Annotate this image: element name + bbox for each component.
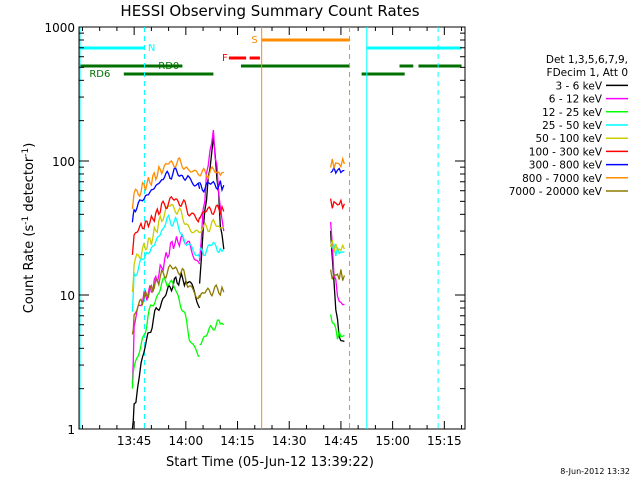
series-8 [131, 263, 346, 335]
series-7 [131, 156, 346, 209]
x-tick-label: 15:15 [427, 434, 462, 448]
series-line-6-1 [199, 180, 225, 194]
series-line-5-0 [131, 195, 201, 255]
series-6 [131, 165, 345, 223]
series-line-2-1 [199, 319, 225, 346]
series-line-2-2 [329, 314, 345, 340]
flag-label-n: N [148, 43, 155, 54]
y-axis-label-sup2: -1 [21, 148, 31, 157]
flags-layer: N S F RD0 RD6 [80, 35, 462, 80]
y-axis-label-part1: Count Rate (s [22, 225, 37, 314]
legend-label: 7000 - 20000 keV [509, 186, 603, 198]
x-axis-ticks: 13:45 14:00 14:15 14:30 14:45 15:00 15:15 [81, 27, 463, 448]
series-line-8-0 [131, 263, 201, 335]
y-tick-label: 100 [52, 155, 75, 169]
legend-label: 800 - 7000 keV [522, 173, 603, 185]
x-tick-label: 13:45 [117, 434, 152, 448]
legend-label: 300 - 800 keV [529, 160, 603, 172]
plot-border [78, 26, 466, 430]
flag-s: S [251, 35, 350, 46]
series-layer [131, 129, 346, 430]
legend-label: 3 - 6 keV [555, 80, 602, 92]
x-tick-label: 14:45 [324, 434, 359, 448]
series-line-7-2 [329, 156, 346, 171]
legend-label: 50 - 100 keV [535, 133, 602, 145]
series-line-6-0 [131, 166, 201, 223]
x-tick-label: 15:00 [375, 434, 410, 448]
series-line-4-0 [131, 204, 201, 293]
flag-label-s: S [251, 35, 257, 46]
series-line-6-2 [330, 165, 345, 175]
x-axis-label: Start Time (05-Jun-12 13:39:22) [166, 455, 374, 470]
flag-label-rd0: RD0 [158, 61, 179, 72]
y-tick-label: 10 [60, 289, 75, 303]
series-line-1-1 [198, 129, 225, 261]
series-line-4-1 [199, 218, 225, 233]
y-tick-label: 1 [67, 423, 75, 437]
series-line-3-0 [131, 213, 201, 312]
x-tick-label: 14:30 [272, 434, 307, 448]
legend-label: 6 - 12 keV [549, 94, 603, 106]
series-5 [131, 195, 346, 255]
series-line-7-1 [199, 165, 224, 180]
y-axis-ticks: 1 10 100 1000 [44, 21, 465, 437]
legend-header-line: FDecim 1, Att 0 [547, 67, 628, 79]
flag-n: N [80, 43, 462, 54]
legend-label: 12 - 25 keV [542, 107, 603, 119]
legend: Det 1,3,5,6,7,9,FDecim 1, Att 03 - 6 keV… [509, 54, 628, 198]
flag-label-rd6: RD6 [89, 69, 110, 80]
y-axis-label: Count Rate (s-1 detector-1) [21, 143, 37, 314]
series-line-4-2 [329, 239, 345, 253]
footer-date: 8-Jun-2012 13:32 [560, 467, 630, 476]
legend-label: 25 - 50 keV [542, 120, 603, 132]
series-line-2-0 [131, 277, 200, 389]
legend-header-line: Det 1,3,5,6,7,9, [546, 54, 628, 66]
series-line-5-2 [329, 198, 346, 211]
y-axis-label-sup1: -1 [21, 216, 31, 225]
x-tick-label: 14:00 [169, 434, 204, 448]
legend-label: 100 - 300 keV [529, 146, 603, 158]
y-axis-label-part3: ) [22, 143, 37, 148]
series-line-5-1 [199, 204, 225, 219]
series-line-1-0 [131, 233, 201, 384]
series-line-0-0 [131, 271, 201, 430]
series-line-8-1 [198, 283, 225, 299]
flag-label-f: F [222, 53, 228, 64]
y-tick-label: 1000 [44, 21, 75, 35]
x-tick-label: 14:15 [220, 434, 255, 448]
series-line-8-2 [329, 269, 346, 281]
y-axis-label-part2: detector [22, 156, 37, 216]
chart-title: HESSI Observing Summary Count Rates [120, 2, 419, 20]
series-0 [131, 136, 345, 430]
series-line-7-0 [131, 157, 200, 209]
flag-f: F [222, 53, 260, 64]
flag-rd6: RD6 [89, 69, 405, 80]
flag-rd0: RD0 [80, 61, 462, 72]
series-line-1-2 [329, 221, 345, 306]
series-2 [131, 277, 345, 389]
plot-area [78, 26, 466, 430]
series-line-3-1 [199, 241, 225, 257]
